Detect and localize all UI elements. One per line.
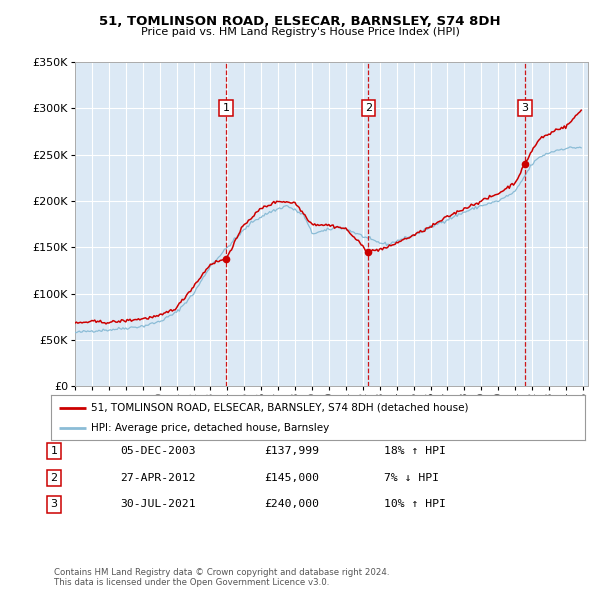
- Text: 05-DEC-2003: 05-DEC-2003: [120, 447, 196, 456]
- Text: 27-APR-2012: 27-APR-2012: [120, 473, 196, 483]
- Text: £145,000: £145,000: [264, 473, 319, 483]
- Text: 7% ↓ HPI: 7% ↓ HPI: [384, 473, 439, 483]
- Text: 51, TOMLINSON ROAD, ELSECAR, BARNSLEY, S74 8DH (detached house): 51, TOMLINSON ROAD, ELSECAR, BARNSLEY, S…: [91, 403, 469, 412]
- Text: £137,999: £137,999: [264, 447, 319, 456]
- Text: 1: 1: [50, 447, 58, 456]
- Text: 1: 1: [223, 103, 230, 113]
- Text: HPI: Average price, detached house, Barnsley: HPI: Average price, detached house, Barn…: [91, 424, 329, 434]
- Text: 2: 2: [365, 103, 372, 113]
- Text: 3: 3: [521, 103, 529, 113]
- Text: 10% ↑ HPI: 10% ↑ HPI: [384, 500, 446, 509]
- Text: 2: 2: [50, 473, 58, 483]
- Text: 51, TOMLINSON ROAD, ELSECAR, BARNSLEY, S74 8DH: 51, TOMLINSON ROAD, ELSECAR, BARNSLEY, S…: [99, 15, 501, 28]
- Text: £240,000: £240,000: [264, 500, 319, 509]
- Text: 18% ↑ HPI: 18% ↑ HPI: [384, 447, 446, 456]
- Text: 30-JUL-2021: 30-JUL-2021: [120, 500, 196, 509]
- Text: Contains HM Land Registry data © Crown copyright and database right 2024.
This d: Contains HM Land Registry data © Crown c…: [54, 568, 389, 587]
- Text: 3: 3: [50, 500, 58, 509]
- Text: Price paid vs. HM Land Registry's House Price Index (HPI): Price paid vs. HM Land Registry's House …: [140, 27, 460, 37]
